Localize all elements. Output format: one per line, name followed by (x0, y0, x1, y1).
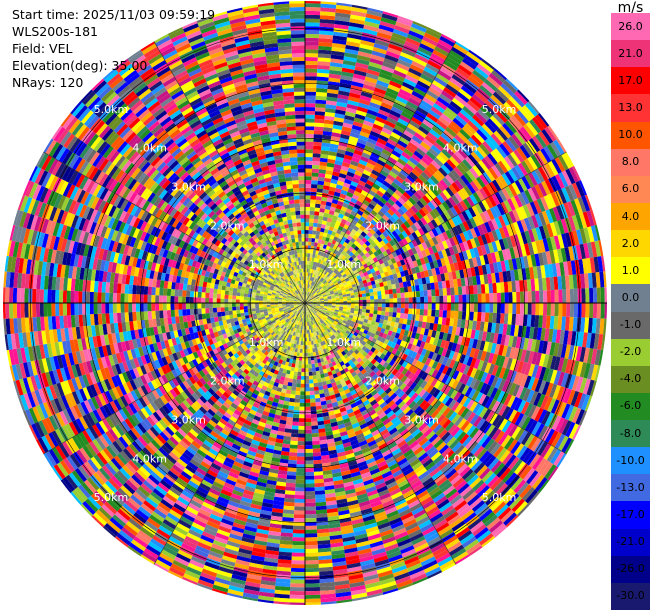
colorbar-segment (611, 420, 650, 448)
range-label: 2.0km (210, 375, 245, 388)
elevation-text: Elevation(deg): 35.00 (12, 58, 148, 73)
colorbar-tick-label: 17.0 (618, 73, 643, 87)
range-label: 1.0km (249, 336, 284, 349)
azimuth-spoke (153, 302, 306, 565)
colorbar-segment (611, 338, 650, 367)
range-label: 1.0km (249, 258, 284, 271)
colorbar-tick-label: -26.0 (616, 562, 645, 576)
range-label: 3.0km (171, 181, 206, 194)
range-label: 5.0km (482, 103, 517, 116)
colorbar-tick-label: -13.0 (616, 480, 645, 494)
range-label: 4.0km (132, 452, 167, 465)
colorbar-segment (611, 67, 650, 95)
colorbar-segment (611, 311, 650, 340)
colorbar-tick-label: -10.0 (616, 453, 645, 467)
colorbar-tick-label: 2.0 (621, 236, 640, 250)
range-label: 2.0km (210, 219, 245, 232)
range-label: 3.0km (404, 414, 439, 427)
colorbar-tick-label: -1.0 (619, 318, 642, 332)
azimuth-spoke (43, 302, 306, 455)
colorbar-tick-label: -30.0 (616, 589, 645, 603)
colorbar-segment (611, 230, 650, 258)
velocity-gates (2, 0, 607, 605)
range-label: 3.0km (404, 181, 439, 194)
colorbar-segment (611, 392, 650, 421)
colorbar-tick-label: 1.0 (621, 263, 640, 277)
colorbar-segment (611, 447, 650, 475)
colorbar-tick-label: -6.0 (619, 399, 642, 413)
range-label: 2.0km (365, 219, 400, 232)
colorbar-tick-label: -8.0 (619, 426, 642, 440)
colorbar-segment (611, 40, 650, 68)
range-label: 3.0km (171, 414, 206, 427)
ppi-plot: 1.0km 1.0km 1.0km 1.0km 2.0km 2.0km 2.0km 2.0km… (2, 0, 607, 605)
colorbar-unit: m/s (617, 0, 644, 16)
colorbar-segment (611, 284, 650, 312)
colorbar-segment (611, 365, 650, 394)
info-panel: Start time: 2025/11/03 09:59:19 WLS200s-… (12, 6, 215, 91)
range-label: 2.0km (365, 375, 400, 388)
colorbar-tick-label: 26.0 (618, 19, 643, 33)
colorbar-segment (611, 474, 650, 502)
range-rings: 1.0km 1.0km 1.0km 1.0km 2.0km 2.0km 2.0km 2.0km… (3, 1, 607, 605)
colorbar: 26.0 21.0 17.0 13.0 10.0 8.0 6.0 4.0 2.0 1.0 0.0 -1… (611, 13, 650, 610)
colorbar-segment (611, 94, 650, 123)
range-label: 5.0km (482, 491, 517, 504)
colorbar-tick-label: 13.0 (618, 100, 643, 114)
azimuth-spoke (153, 41, 306, 304)
colorbar-segment (611, 582, 650, 610)
range-label: 1.0km (327, 258, 362, 271)
colorbar-segment (611, 121, 650, 150)
azimuth-spoke (304, 151, 567, 304)
colorbar-tick-label: -17.0 (616, 508, 645, 522)
colorbar-segment (611, 257, 650, 285)
nrays-text: NRays: 120 (12, 75, 84, 90)
colorbar-segment (611, 501, 650, 530)
colorbar-tick-label: 4.0 (621, 209, 640, 223)
colorbar-segment (611, 555, 650, 584)
colorbar-segment (611, 528, 650, 557)
colorbar-tick-label: 10.0 (618, 128, 643, 142)
field-text: Field: VEL (12, 41, 73, 56)
azimuth-spoke (304, 41, 457, 304)
range-label: 4.0km (443, 452, 478, 465)
colorbar-segment (611, 13, 650, 41)
start-time-text: Start time: 2025/11/03 09:59:19 (12, 7, 216, 22)
colorbar-tick-label: 6.0 (621, 182, 640, 196)
azimuth-spoke (304, 302, 457, 565)
range-label: 4.0km (132, 142, 167, 155)
azimuth-spoke (43, 151, 306, 304)
instrument-text: WLS200s-181 (12, 24, 98, 39)
colorbar-tick-label: -2.0 (619, 345, 642, 359)
colorbar-tick-label: 0.0 (621, 290, 640, 304)
colorbar-tick-label: -21.0 (616, 535, 645, 549)
range-label: 4.0km (443, 142, 478, 155)
colorbar-segment (611, 202, 650, 231)
range-label: 5.0km (94, 491, 129, 504)
colorbar-tick-label: -4.0 (619, 372, 642, 386)
colorbar-segment (611, 148, 650, 177)
colorbar-tick-label: 8.0 (621, 155, 640, 169)
colorbar-segment (611, 175, 650, 204)
colorbar-tick-label: 21.0 (618, 46, 643, 60)
range-label: 5.0km (94, 103, 129, 116)
azimuth-spoke (304, 302, 567, 455)
range-label: 1.0km (327, 336, 362, 349)
